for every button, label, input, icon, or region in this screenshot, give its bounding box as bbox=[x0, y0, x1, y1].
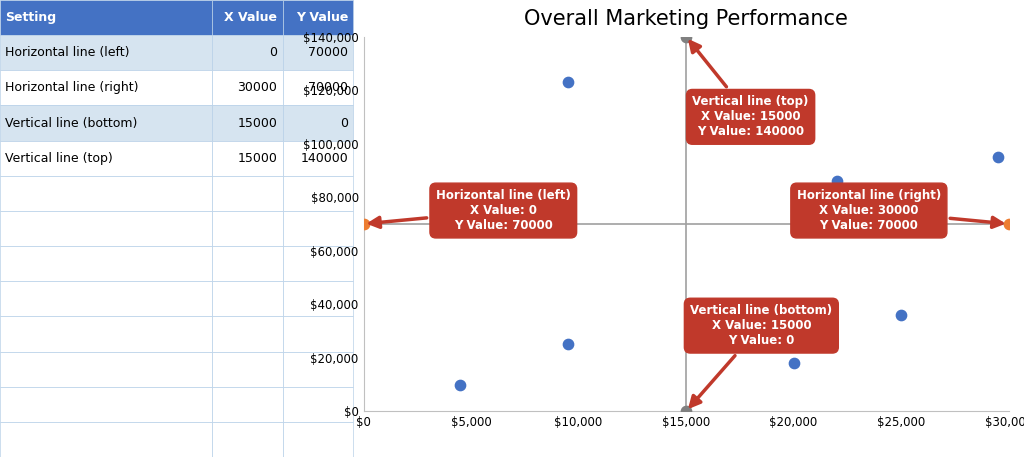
Bar bbox=[283, 387, 353, 422]
Bar bbox=[283, 70, 353, 106]
Bar bbox=[283, 281, 353, 316]
Bar bbox=[212, 106, 283, 141]
Point bbox=[785, 360, 802, 367]
Point bbox=[893, 311, 909, 319]
Text: Setting: Setting bbox=[5, 11, 56, 24]
Bar bbox=[0, 141, 212, 176]
Bar bbox=[212, 316, 283, 351]
Point bbox=[1000, 220, 1017, 228]
Point bbox=[559, 341, 575, 348]
Text: 0: 0 bbox=[340, 117, 348, 129]
Bar bbox=[212, 70, 283, 106]
Point bbox=[559, 79, 575, 86]
Bar bbox=[283, 246, 353, 281]
Bar bbox=[0, 106, 212, 141]
Point bbox=[453, 381, 469, 388]
Text: 15000: 15000 bbox=[238, 117, 278, 129]
Text: Vertical line (top): Vertical line (top) bbox=[5, 152, 113, 165]
Bar bbox=[283, 351, 353, 387]
Point bbox=[989, 154, 1006, 161]
Text: Vertical line (bottom)
X Value: 15000
Y Value: 0: Vertical line (bottom) X Value: 15000 Y … bbox=[690, 304, 833, 406]
Text: Vertical line (bottom): Vertical line (bottom) bbox=[5, 117, 137, 129]
Bar bbox=[283, 422, 353, 457]
Bar bbox=[212, 351, 283, 387]
Point bbox=[355, 220, 372, 228]
Point bbox=[828, 177, 845, 185]
Text: 15000: 15000 bbox=[238, 152, 278, 165]
Text: Vertical line (top)
X Value: 15000
Y Value: 140000: Vertical line (top) X Value: 15000 Y Val… bbox=[690, 42, 809, 138]
Text: 0: 0 bbox=[269, 46, 278, 59]
Bar bbox=[0, 211, 212, 246]
Title: Overall Marketing Performance: Overall Marketing Performance bbox=[524, 10, 848, 29]
Bar bbox=[283, 106, 353, 141]
Bar bbox=[0, 0, 212, 35]
Bar bbox=[212, 176, 283, 211]
Text: Horizontal line (left)
X Value: 0
Y Value: 70000: Horizontal line (left) X Value: 0 Y Valu… bbox=[370, 189, 570, 232]
Text: X Value: X Value bbox=[224, 11, 278, 24]
Bar bbox=[0, 316, 212, 351]
Bar bbox=[212, 387, 283, 422]
Bar bbox=[0, 35, 212, 70]
Bar bbox=[0, 246, 212, 281]
Bar bbox=[283, 35, 353, 70]
Text: 70000: 70000 bbox=[308, 46, 348, 59]
Bar bbox=[212, 422, 283, 457]
Text: 30000: 30000 bbox=[238, 81, 278, 95]
Bar bbox=[0, 387, 212, 422]
Bar bbox=[212, 246, 283, 281]
Point bbox=[678, 408, 694, 415]
Text: 140000: 140000 bbox=[300, 152, 348, 165]
Text: Horizontal line (right)
X Value: 30000
Y Value: 70000: Horizontal line (right) X Value: 30000 Y… bbox=[797, 189, 1002, 232]
Bar bbox=[212, 35, 283, 70]
Bar bbox=[0, 422, 212, 457]
Point bbox=[678, 33, 694, 40]
Bar bbox=[283, 0, 353, 35]
Bar bbox=[0, 281, 212, 316]
Text: Horizontal line (left): Horizontal line (left) bbox=[5, 46, 130, 59]
Bar bbox=[212, 211, 283, 246]
Bar bbox=[212, 0, 283, 35]
Bar bbox=[283, 211, 353, 246]
Text: Y Value: Y Value bbox=[296, 11, 348, 24]
Bar bbox=[0, 176, 212, 211]
Bar bbox=[212, 281, 283, 316]
Bar bbox=[283, 176, 353, 211]
Bar bbox=[0, 70, 212, 106]
Text: 70000: 70000 bbox=[308, 81, 348, 95]
Text: Horizontal line (right): Horizontal line (right) bbox=[5, 81, 139, 95]
Bar bbox=[283, 316, 353, 351]
Bar bbox=[0, 351, 212, 387]
Bar bbox=[283, 141, 353, 176]
Bar bbox=[212, 141, 283, 176]
